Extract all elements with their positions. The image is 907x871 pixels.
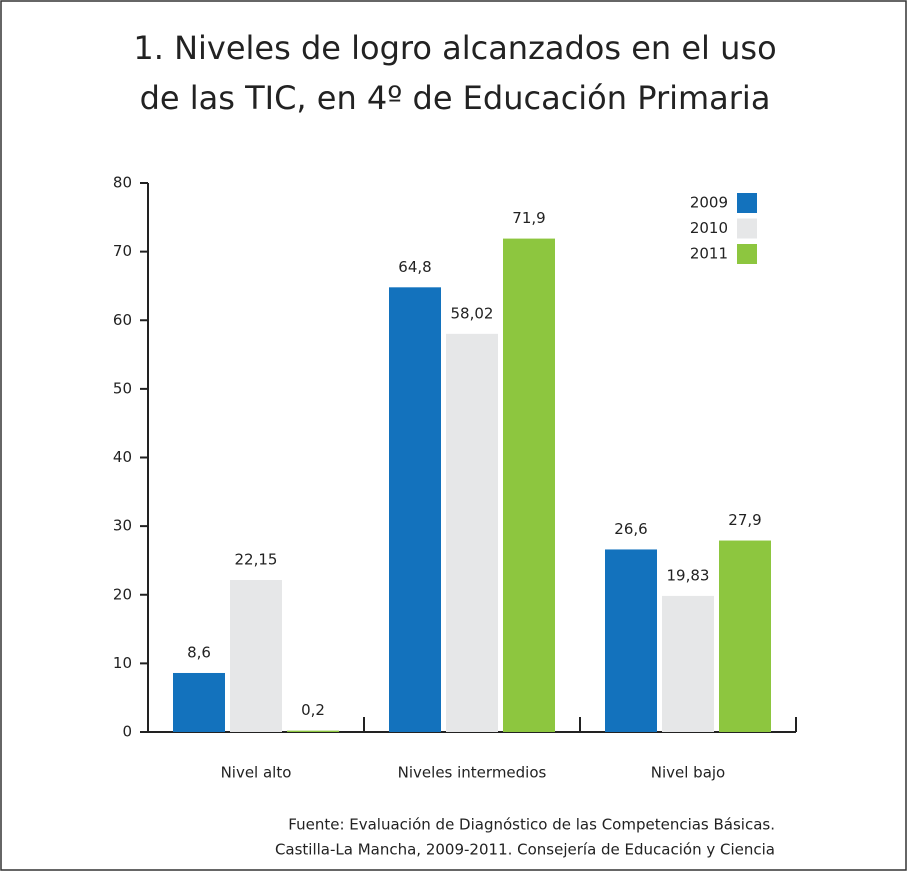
bar	[503, 238, 555, 732]
y-tick-label: 30	[113, 517, 132, 535]
bar	[287, 730, 339, 732]
y-tick-label: 0	[122, 723, 132, 741]
value-label: 19,83	[667, 566, 710, 584]
value-label: 64,8	[398, 258, 431, 276]
y-tick-label: 20	[113, 585, 132, 603]
bar	[230, 579, 282, 732]
source: Fuente: Evaluación de Diagnóstico de las…	[288, 816, 775, 834]
y-tick-label: 50	[113, 379, 132, 397]
legend-label: 2009	[690, 194, 728, 212]
value-label: 71,9	[512, 209, 545, 227]
x-tick-label: Nivel bajo	[651, 764, 726, 782]
value-label: 8,6	[187, 643, 211, 661]
bar	[446, 333, 498, 732]
y-tick-label: 60	[113, 311, 132, 329]
value-label: 58,02	[451, 304, 494, 322]
x-tick-label: Nivel alto	[221, 764, 292, 782]
bar	[719, 540, 771, 732]
legend-swatch	[737, 218, 757, 239]
legend-swatch	[737, 244, 757, 264]
y-tick-label: 40	[113, 448, 132, 466]
legend-label: 2010	[690, 219, 728, 237]
bar	[605, 549, 657, 732]
value-label: 0,2	[301, 701, 325, 719]
legend-swatch	[737, 193, 757, 213]
bar	[173, 672, 225, 732]
source: Castilla-La Mancha, 2009-2011. Consejerí…	[275, 841, 775, 859]
chart-title: 1. Niveles de logro alcanzados en el uso	[133, 29, 776, 67]
value-label: 26,6	[614, 520, 647, 538]
chart-title: de las TIC, en 4º de Educación Primaria	[140, 79, 771, 117]
value-label: 22,15	[235, 550, 278, 568]
y-tick-label: 80	[113, 174, 132, 192]
bar	[389, 287, 441, 732]
legend-label: 2011	[690, 245, 728, 263]
value-label: 27,9	[728, 511, 761, 529]
y-tick-label: 10	[113, 654, 132, 672]
y-tick-label: 70	[113, 242, 132, 260]
x-tick-label: Niveles intermedios	[398, 764, 547, 782]
bar	[662, 595, 714, 732]
